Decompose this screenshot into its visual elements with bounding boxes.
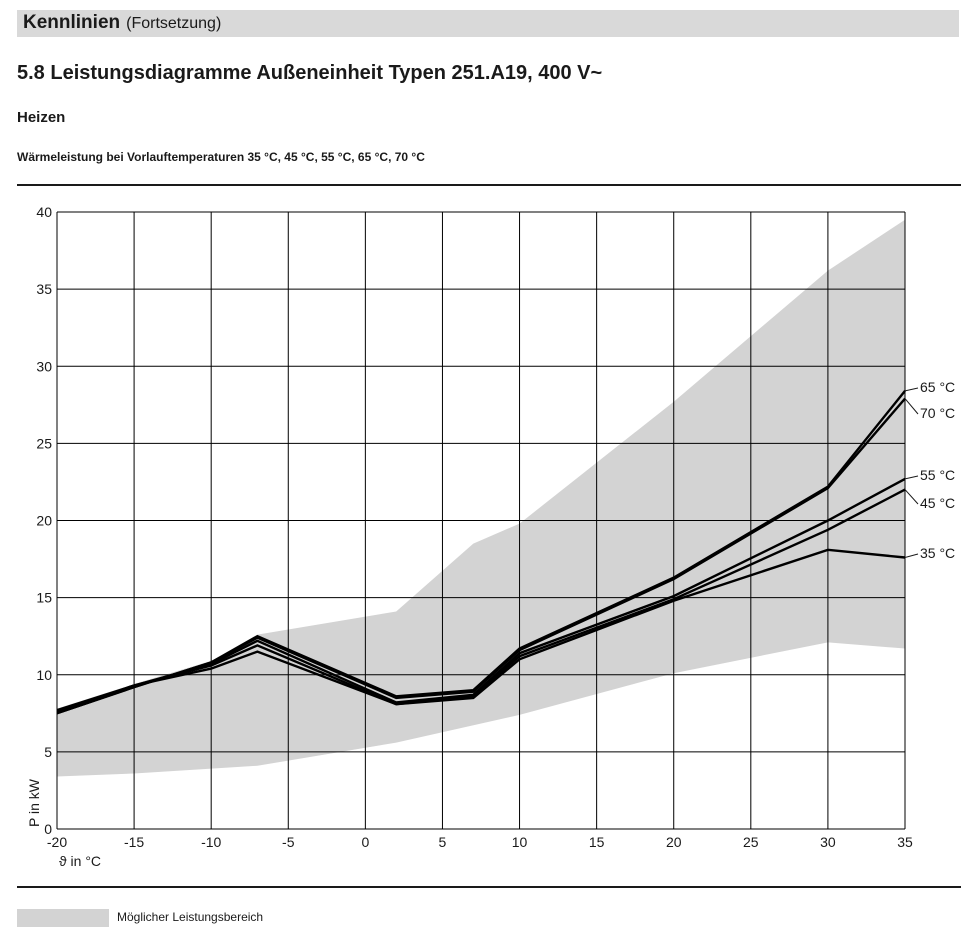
section-title: 5.8 Leistungsdiagramme Außeneinheit Type… <box>17 62 603 84</box>
y-tick-label: 5 <box>44 744 52 760</box>
series-line <box>56 397 906 715</box>
header-bar: Kennlinien (Fortsetzung) <box>17 10 959 37</box>
legend-swatch <box>17 909 109 927</box>
y-axis-label: P in kW <box>26 778 42 827</box>
x-tick-label: -10 <box>201 834 221 850</box>
legend-label: Möglicher Leistungsbereich <box>117 910 264 924</box>
range-band-area <box>57 219 905 777</box>
x-tick-label: 30 <box>820 834 836 850</box>
y-tick-label: 10 <box>36 667 52 683</box>
y-tick-label: 0 <box>44 821 52 837</box>
series-end-label: 35 °C <box>920 545 955 561</box>
header-title-group: Kennlinien (Fortsetzung) <box>23 12 221 34</box>
series-end-label: 45 °C <box>920 495 955 511</box>
x-tick-label: 15 <box>589 834 605 850</box>
y-tick-label: 20 <box>36 513 52 529</box>
y-tick-label: 35 <box>36 281 52 297</box>
x-tick-label: 0 <box>361 834 369 850</box>
chart-caption: Wärmeleistung bei Vorlauftemperaturen 35… <box>17 150 425 164</box>
x-axis-label: ϑ in °C <box>59 853 101 869</box>
y-tick-label: 30 <box>36 358 52 374</box>
x-tick-label: 5 <box>439 834 447 850</box>
x-tick-label: -20 <box>47 834 67 850</box>
sub-heading: Heizen <box>17 109 66 126</box>
label-leader-line <box>904 387 919 392</box>
x-tick-label: 25 <box>743 834 759 850</box>
series-end-label: 55 °C <box>920 467 955 483</box>
label-leader-line <box>904 553 919 558</box>
label-leader-line <box>904 475 919 480</box>
y-tick-label: 25 <box>36 435 52 451</box>
series-end-label: 70 °C <box>920 405 955 421</box>
label-leader-line <box>904 489 919 505</box>
x-tick-label: -15 <box>124 834 144 850</box>
x-tick-label: 20 <box>666 834 682 850</box>
top-divider <box>17 184 961 186</box>
label-leader-line <box>904 398 919 415</box>
header-subtitle: (Fortsetzung) <box>126 15 222 32</box>
x-tick-label: 10 <box>512 834 528 850</box>
header-title: Kennlinien <box>23 12 121 33</box>
x-tick-label: -5 <box>282 834 295 850</box>
y-tick-label: 40 <box>36 204 52 220</box>
y-tick-label: 15 <box>36 590 52 606</box>
x-tick-label: 35 <box>897 834 913 850</box>
bottom-divider <box>17 886 961 888</box>
series-end-label: 65 °C <box>920 379 955 395</box>
